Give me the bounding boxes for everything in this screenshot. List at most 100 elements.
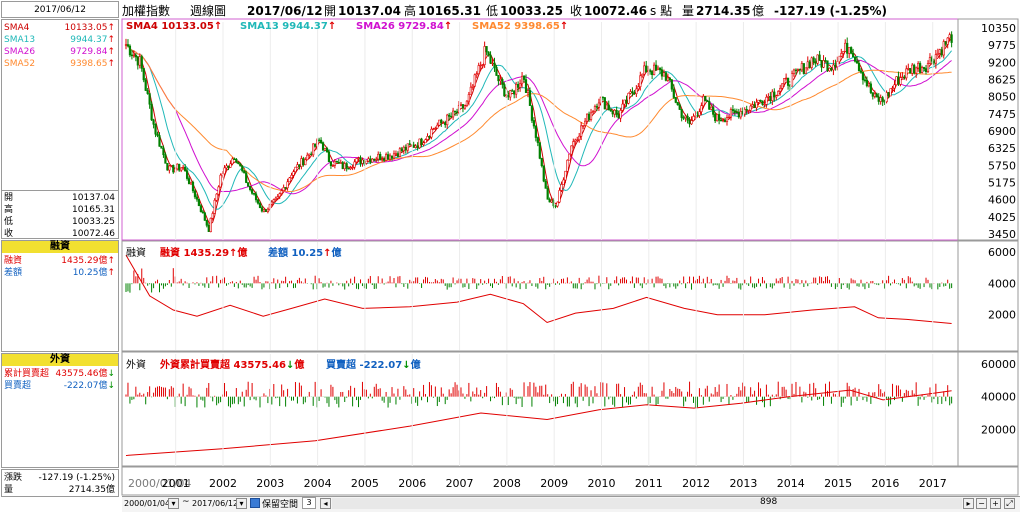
price-candle-body: [725, 117, 729, 122]
horizontal-scrollbar-track[interactable]: [332, 498, 962, 509]
from-date-field[interactable]: 2000/01/04: [124, 498, 176, 509]
price-candle-body: [582, 125, 585, 127]
left-margin-value-wrap: 1435.29億↑: [61, 256, 115, 267]
price-candle-body: [631, 91, 634, 94]
price-candle-body: [532, 120, 535, 127]
price-candle-body: [875, 93, 878, 98]
scroll-left-button[interactable]: ◂: [320, 498, 331, 509]
price-candle-body: [656, 67, 660, 71]
price-candle-body: [585, 113, 589, 122]
price-candle-body: [702, 96, 705, 106]
price-candle-body: [160, 146, 163, 149]
price-candle-body: [591, 111, 595, 114]
price-candle-body: [483, 46, 486, 65]
price-candle-body: [329, 161, 333, 166]
price-candle-body: [926, 63, 930, 72]
price-candle-body: [903, 76, 906, 79]
price-candle-body: [891, 87, 894, 90]
price-candle-body: [254, 193, 258, 201]
price-candle-body: [493, 62, 496, 68]
price-candle-body: [554, 205, 557, 208]
price-candle-body: [298, 164, 301, 167]
price-candle-body: [572, 141, 575, 147]
price-candle-body: [357, 157, 360, 159]
margin-unit2: 億: [331, 248, 342, 259]
fullscreen-button[interactable]: ⤢: [1004, 498, 1015, 509]
close-value: 10072.46: [584, 4, 648, 18]
price-candle-body: [146, 90, 149, 94]
price-candle-body: [560, 184, 563, 191]
price-candle-body: [850, 47, 853, 54]
price-candle-body: [747, 109, 750, 112]
left-net-value: -222.07億: [63, 381, 108, 391]
price-candle-body: [485, 46, 488, 53]
price-ytick-label: 9775: [988, 39, 1016, 52]
price-candle-body: [800, 63, 803, 71]
price-ytick-label: 5175: [988, 177, 1016, 190]
price-candle-body: [615, 109, 618, 116]
price-candle-body: [680, 109, 683, 118]
price-candle-body: [450, 116, 453, 118]
margin-axis-bg: [957, 240, 1019, 352]
price-candle-body: [676, 102, 679, 106]
price-candle-body: [737, 112, 740, 118]
price-candle-body: [487, 51, 490, 56]
price-candle-body: [156, 133, 159, 136]
price-candle-body: [662, 72, 666, 77]
price-candle-body: [260, 207, 264, 212]
price-candle-body: [589, 112, 593, 120]
zoom-in-button[interactable]: +: [990, 498, 1001, 509]
price-candle-body: [733, 110, 736, 113]
price-candle-body: [327, 151, 331, 163]
price-candle-body: [777, 91, 780, 96]
index-name: 加權指數: [122, 4, 171, 18]
price-candle-body: [520, 75, 524, 85]
price-candle-body: [905, 68, 908, 79]
price-candle-body: [170, 164, 173, 167]
price-ytick-label: 3450: [988, 228, 1016, 241]
legend-sma52: SMA52 9398.65↑: [472, 21, 568, 32]
price-candle-body: [162, 147, 165, 156]
price-candle-body: [217, 186, 220, 195]
price-candle-body: [684, 115, 687, 119]
to-date-text: 2017/06/12: [192, 499, 239, 508]
price-candle-body: [546, 188, 549, 200]
price-candle-body: [128, 45, 132, 56]
left-volume-row: 量 2714.35億: [4, 485, 115, 496]
price-candle-body: [280, 190, 283, 194]
from-date-dropdown-button[interactable]: ▾: [168, 498, 179, 509]
price-candle-body: [901, 76, 904, 79]
left-diff-value-wrap: 10.25億↑: [73, 268, 115, 279]
price-candle-body: [473, 74, 476, 87]
space-input[interactable]: 3: [302, 497, 316, 509]
grid-icon[interactable]: [250, 498, 260, 508]
price-candle-body: [625, 99, 628, 104]
price-candle-body: [524, 79, 528, 93]
price-ytick-label: 4025: [988, 211, 1016, 224]
price-candle-body: [528, 90, 532, 106]
price-candle-body: [434, 127, 437, 130]
left-sma52-row: SMA52 9398.65↑: [4, 59, 115, 70]
zoom-out-button[interactable]: −: [976, 498, 987, 509]
price-candle-body: [134, 54, 137, 58]
price-candle-body: [873, 93, 876, 97]
price-candle-body: [932, 60, 935, 64]
price-axis-bg: [957, 18, 1019, 241]
price-candle-body: [258, 202, 262, 209]
price-candle-body: [721, 119, 725, 122]
price-candle-body: [465, 100, 468, 106]
price-ytick-label: 7475: [988, 108, 1016, 121]
to-date-dropdown-button[interactable]: ▾: [236, 498, 247, 509]
price-candle-body: [718, 114, 721, 121]
scroll-right-button[interactable]: ▸: [963, 498, 974, 509]
price-candle-body: [613, 109, 616, 115]
left-open-row: 開 10137.04: [4, 193, 115, 204]
price-candle-body: [538, 142, 541, 159]
left-volume-value: 2714.35億: [68, 485, 115, 495]
price-candle-body: [942, 41, 945, 56]
up-arrow-icon: ↑: [107, 59, 115, 69]
price-candle-body: [548, 199, 551, 203]
to-date-field[interactable]: 2017/06/12: [192, 498, 244, 509]
price-candle-body: [406, 143, 409, 151]
price-candle-body: [144, 79, 147, 91]
